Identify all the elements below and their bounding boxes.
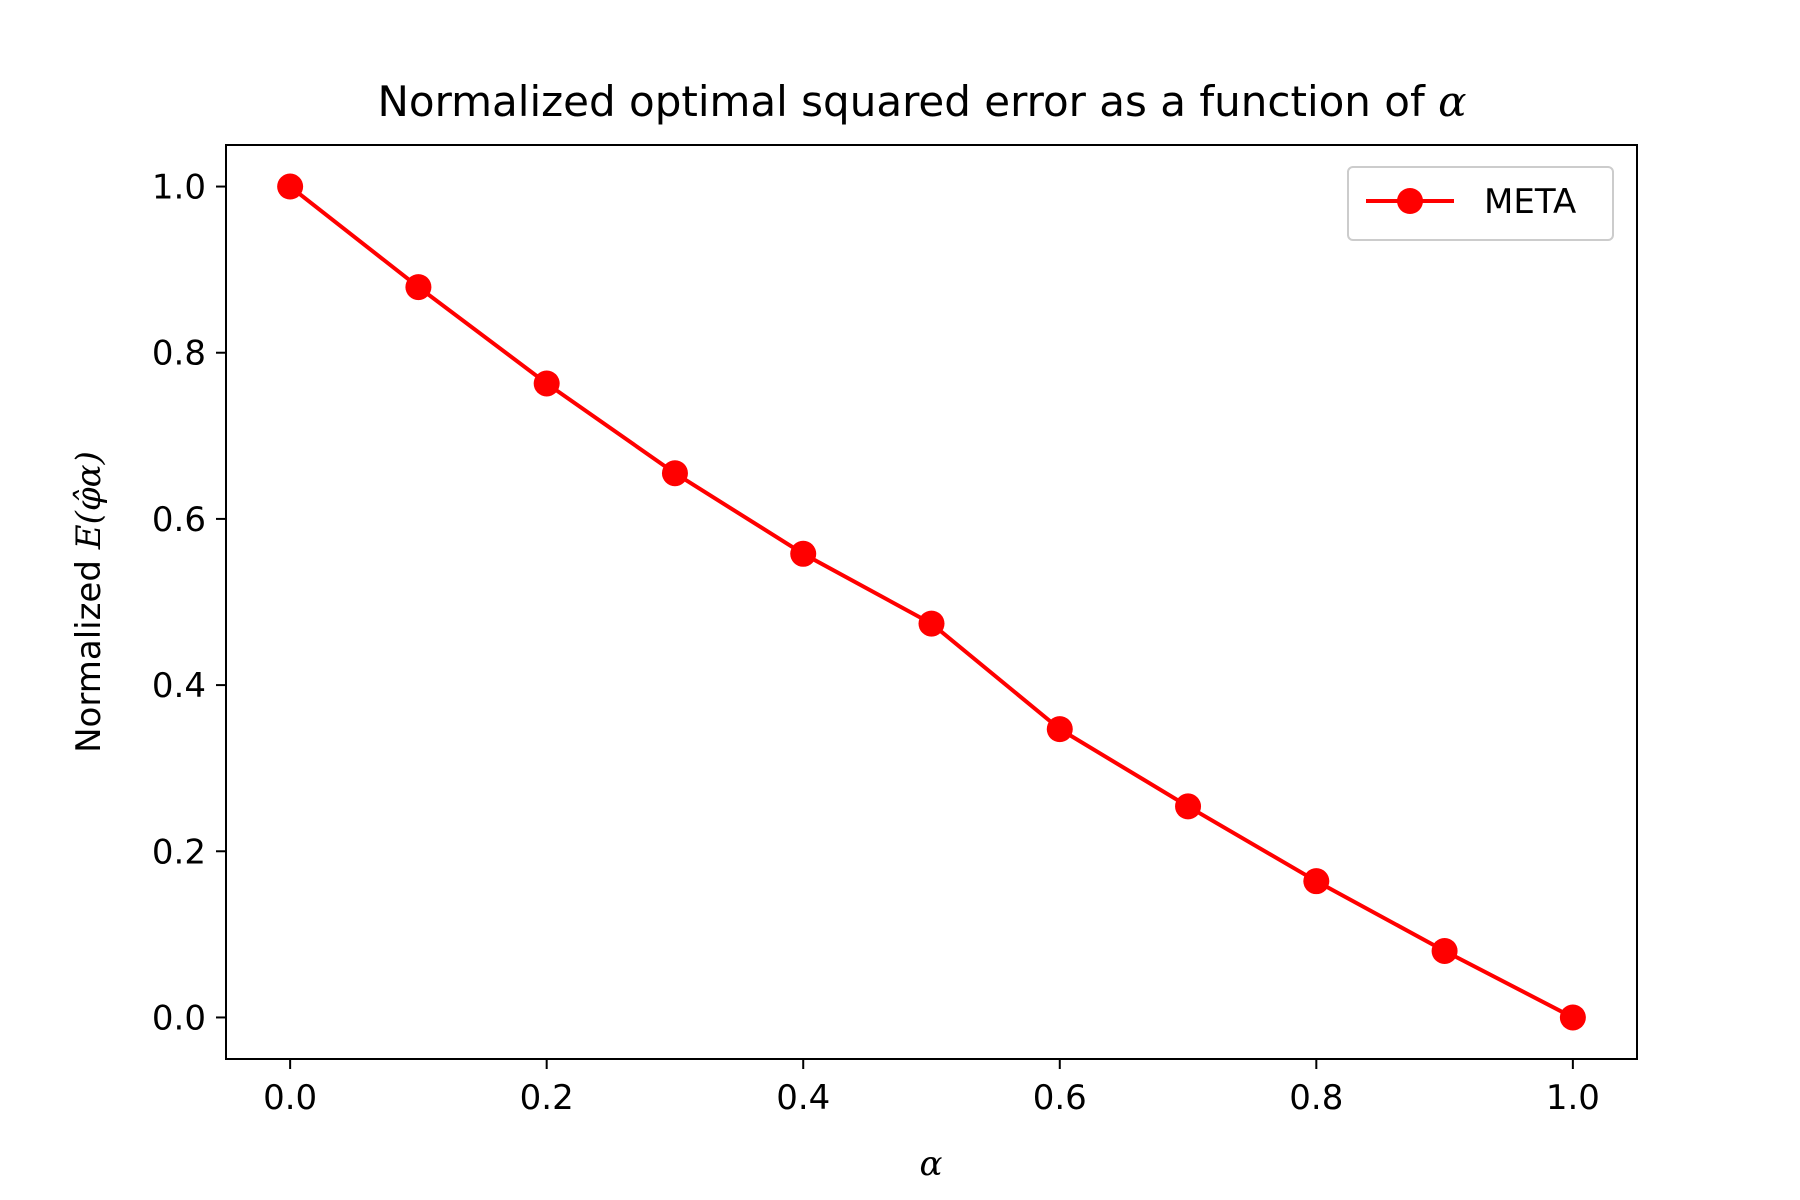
x-tick-label: 0.4 bbox=[776, 1078, 830, 1118]
data-point bbox=[1303, 868, 1330, 895]
data-point bbox=[790, 540, 817, 567]
y-axis-label: Normalized E(φ̂α) bbox=[69, 451, 109, 753]
ticks-layer: 0.0 0.2 0.4 0.6 0.8 1.0 0.0 0.2 0.4 0.6 0.8 1.0 bbox=[152, 168, 1600, 1118]
y-tick-label: 1.0 bbox=[152, 168, 206, 208]
data-point bbox=[1559, 1004, 1586, 1031]
data-point bbox=[1175, 793, 1202, 820]
x-tick-label: 0.8 bbox=[1289, 1078, 1343, 1118]
data-point bbox=[661, 460, 688, 487]
y-tick-label: 0.6 bbox=[152, 500, 206, 540]
legend-marker bbox=[1397, 188, 1423, 214]
data-point bbox=[533, 370, 560, 397]
x-tick-label: 0.6 bbox=[1033, 1078, 1087, 1118]
x-tick-label: 0.2 bbox=[520, 1078, 574, 1118]
x-axis-label: α bbox=[920, 1144, 943, 1184]
plot-frame bbox=[225, 144, 1638, 1060]
data-point bbox=[405, 274, 432, 301]
chart-title: Normalized optimal squared error as a fu… bbox=[377, 77, 1466, 126]
legend-box bbox=[1347, 166, 1614, 241]
x-tick-label: 0.0 bbox=[263, 1078, 317, 1118]
legend: META bbox=[1347, 166, 1614, 241]
data-point bbox=[1046, 716, 1073, 743]
data-point bbox=[277, 173, 304, 200]
legend-label: META bbox=[1484, 182, 1576, 222]
series-layer bbox=[277, 173, 1586, 1031]
y-tick-label: 0.2 bbox=[152, 832, 206, 872]
data-point bbox=[1431, 937, 1458, 964]
y-tick-label: 0.0 bbox=[152, 998, 206, 1038]
x-tick-label: 1.0 bbox=[1546, 1078, 1600, 1118]
y-tick-label: 0.4 bbox=[152, 666, 206, 706]
y-tick-label: 0.8 bbox=[152, 334, 206, 374]
data-point bbox=[918, 610, 945, 637]
